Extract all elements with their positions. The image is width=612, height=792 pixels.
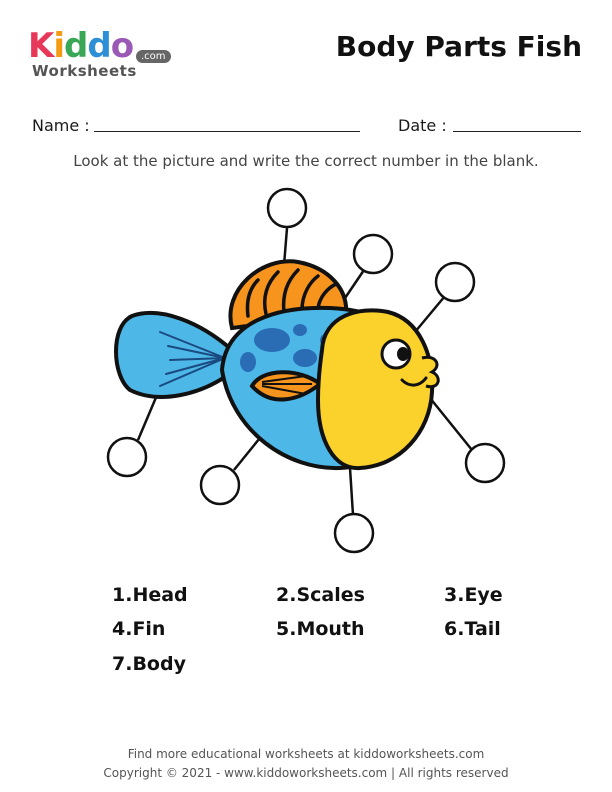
kiddo-logo: Kiddo Worksheets .com <box>28 28 178 84</box>
option-head: 1.Head <box>112 584 188 606</box>
name-field[interactable] <box>94 131 360 132</box>
logo-letter: K <box>28 26 54 66</box>
option-fin: 4.Fin <box>112 618 166 640</box>
fish-head <box>315 308 440 471</box>
fish-illustration <box>106 187 506 554</box>
logo-subtitle: Worksheets <box>32 62 137 80</box>
answer-circle <box>106 436 148 478</box>
option-mouth: 5.Mouth <box>276 618 365 640</box>
answer-circle <box>352 233 394 275</box>
logo-domain-badge: .com <box>136 50 171 63</box>
date-field[interactable] <box>453 131 581 132</box>
instruction-text: Look at the picture and write the correc… <box>73 152 539 170</box>
date-label: Date : <box>398 116 447 135</box>
option-eye: 3.Eye <box>444 584 503 606</box>
option-scales: 2.Scales <box>276 584 365 606</box>
fish-mouth <box>400 355 440 389</box>
page-title: Body Parts Fish <box>335 30 582 63</box>
option-body: 7.Body <box>112 653 186 675</box>
pectoral-fin <box>249 370 324 402</box>
logo-letter: i <box>53 26 65 66</box>
footer-copyright: Copyright © 2021 - www.kiddoworksheets.c… <box>103 766 509 780</box>
answer-circle <box>266 187 308 229</box>
answer-circle <box>333 512 375 554</box>
answer-circle <box>434 261 476 303</box>
tail-fin <box>114 311 234 399</box>
logo-wordmark: Kiddo <box>28 26 134 66</box>
fish-eye <box>380 338 412 370</box>
option-tail: 6.Tail <box>444 618 501 640</box>
answer-circle <box>464 442 506 484</box>
logo-letter: d <box>87 26 111 66</box>
logo-letter: o <box>110 26 134 66</box>
logo-letter: d <box>64 26 88 66</box>
footer-promo: Find more educational worksheets at kidd… <box>127 747 485 761</box>
answer-circle <box>199 464 241 506</box>
name-label: Name : <box>32 116 90 135</box>
